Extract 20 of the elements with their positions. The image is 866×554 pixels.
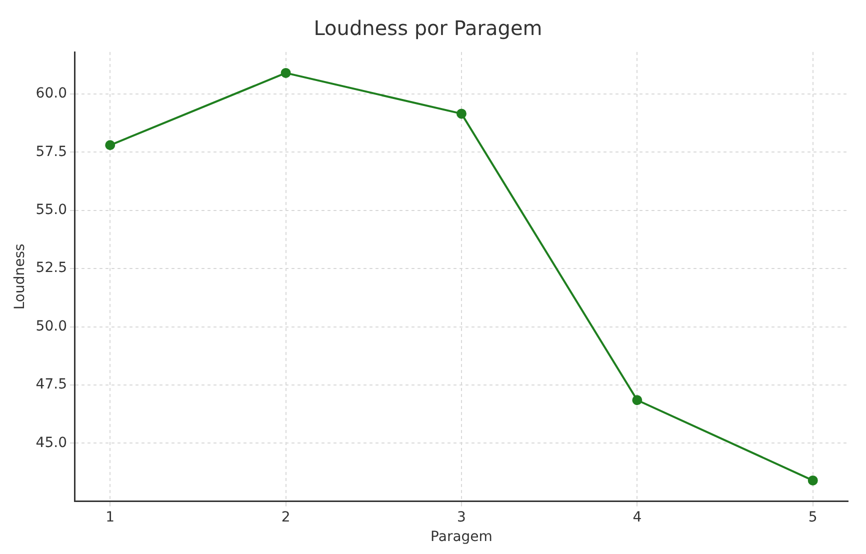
y-tick-label: 52.5 <box>36 260 67 276</box>
y-tick-label: 60.0 <box>36 86 67 102</box>
y-tick-label: 57.5 <box>36 144 67 160</box>
y-tick-label: 47.5 <box>36 376 67 393</box>
x-axis-title: Paragem <box>430 529 492 546</box>
y-tick-label: 55.0 <box>36 202 67 218</box>
x-tick-label: 1 <box>106 509 115 526</box>
point <box>808 475 818 486</box>
x-tick-label: 2 <box>281 509 290 526</box>
point <box>632 395 642 406</box>
point <box>456 108 466 119</box>
x-tick-label: 4 <box>632 509 642 526</box>
y-tick-label: 45.0 <box>36 434 67 451</box>
point <box>105 140 116 150</box>
point <box>280 68 291 78</box>
y-tick-label: 50.0 <box>36 318 67 334</box>
x-tick-label: 3 <box>457 509 466 526</box>
y-axis-title: Loudness <box>12 244 28 310</box>
x-tick-label: 5 <box>808 509 818 526</box>
chart-title: Loudness por Paragem <box>314 16 542 40</box>
